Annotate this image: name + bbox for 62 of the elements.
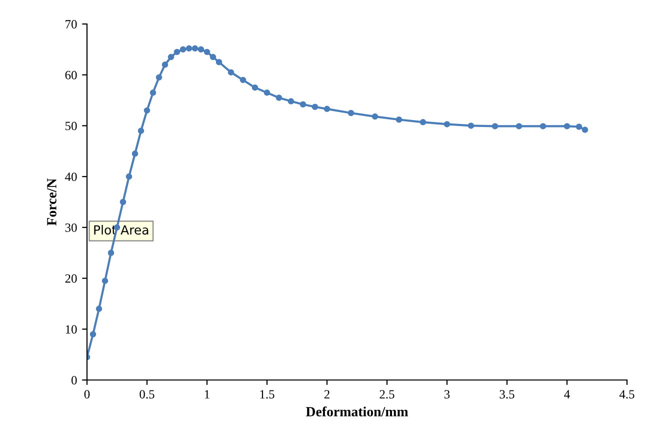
point <box>186 45 192 52</box>
x-axis-title: Deformation/mm <box>306 406 408 416</box>
point <box>144 107 150 114</box>
point <box>300 101 306 108</box>
x-tick-label: 1.5 <box>260 390 274 399</box>
x-tick-label: 0.5 <box>140 390 154 399</box>
point <box>564 123 570 130</box>
point <box>264 90 270 96</box>
point <box>204 48 210 56</box>
y-tick-label: 10 <box>66 325 77 334</box>
point <box>492 123 498 130</box>
y-tick-label: 50 <box>66 122 77 130</box>
point <box>150 90 156 96</box>
point <box>168 54 174 60</box>
y-axis-title: Force/N <box>47 178 56 226</box>
x-tick-label: 1 <box>204 390 210 398</box>
point <box>102 278 108 284</box>
point <box>96 306 102 312</box>
point <box>138 128 144 134</box>
y-tick-label: 60 <box>65 70 77 80</box>
x-tick-label: 3 <box>444 390 450 399</box>
point <box>216 59 222 66</box>
y-tick-label: 30 <box>65 223 77 232</box>
point <box>420 119 426 126</box>
x-tick-label: 4 <box>564 390 570 398</box>
point <box>210 54 216 60</box>
point <box>192 45 198 52</box>
y-tick-label: 40 <box>65 172 77 182</box>
point <box>108 250 114 256</box>
x-tick-label: 0 <box>84 390 90 399</box>
y-tick-label: 0 <box>72 376 77 384</box>
point <box>540 123 546 130</box>
point <box>348 110 354 116</box>
point <box>120 198 126 206</box>
point <box>372 113 378 120</box>
point <box>288 98 294 104</box>
point <box>396 116 402 123</box>
x-tick-label: 3.5 <box>500 390 514 399</box>
x-tick-label: 2 <box>324 390 330 398</box>
point <box>516 123 522 130</box>
point <box>174 48 180 56</box>
point <box>324 106 330 112</box>
point <box>252 84 258 91</box>
y-tick-label: 70 <box>66 20 77 28</box>
point <box>198 46 204 53</box>
x-tick-label: 4.5 <box>619 390 634 399</box>
point <box>468 122 474 129</box>
point <box>132 150 138 157</box>
point <box>90 331 96 338</box>
point <box>576 124 582 130</box>
point <box>240 76 246 84</box>
point <box>228 69 234 76</box>
y-tick-label: 20 <box>65 274 77 283</box>
point <box>276 94 282 101</box>
point <box>126 173 132 180</box>
point <box>582 126 588 133</box>
point <box>156 74 162 81</box>
x-tick-label: 2.5 <box>380 390 394 399</box>
point <box>180 46 186 53</box>
point <box>162 62 168 68</box>
point <box>444 121 450 128</box>
point <box>312 104 318 110</box>
